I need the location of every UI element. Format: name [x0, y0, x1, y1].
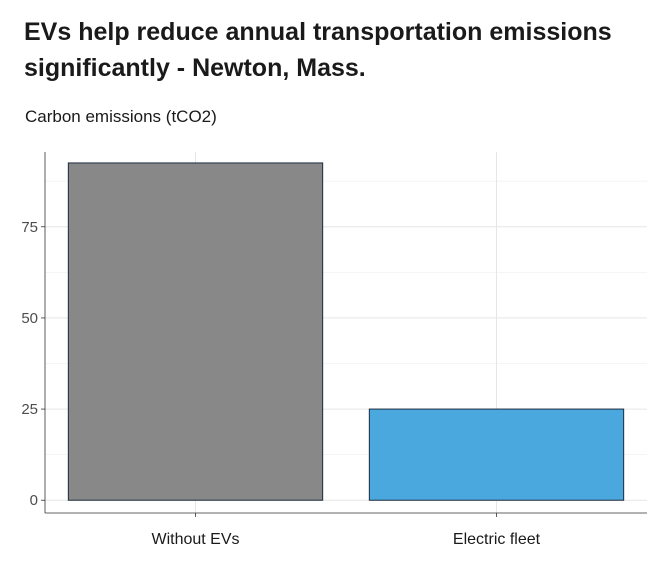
y-axis-label: Carbon emissions (tCO2) [25, 107, 217, 126]
bar [368, 408, 625, 501]
y-tick-label: 75 [21, 219, 38, 236]
chart-title: EVs help reduce annual transportation em… [24, 18, 612, 82]
y-tick-label: 0 [30, 492, 38, 509]
x-tick-label: Electric fleet [453, 531, 541, 548]
bar [67, 162, 324, 501]
y-tick-label: 25 [21, 401, 38, 418]
y-tick-label: 50 [21, 310, 38, 327]
x-tick-label: Without EVs [151, 531, 239, 548]
